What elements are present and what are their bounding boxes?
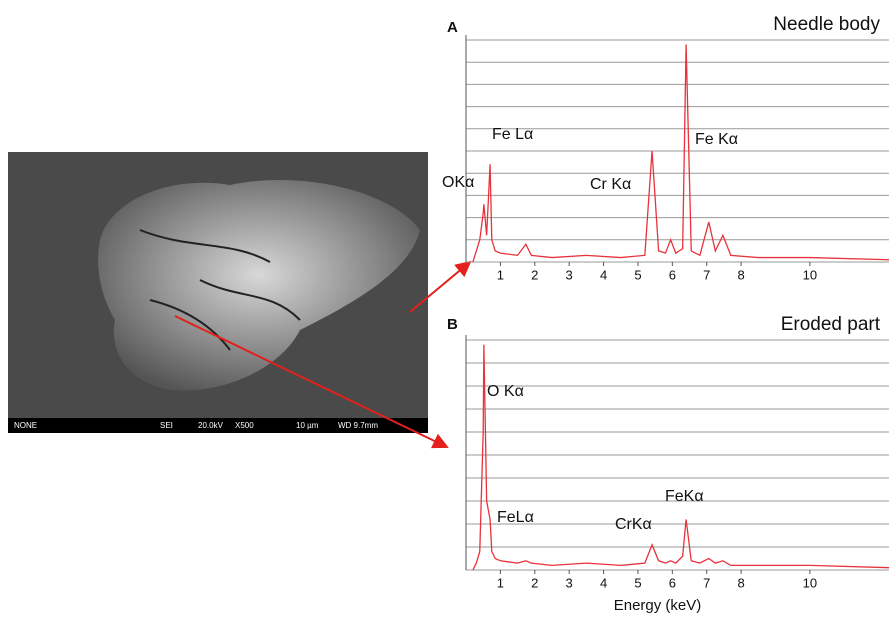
arrow <box>409 260 472 313</box>
sem-label: WD 9.7mm <box>338 421 378 430</box>
chart-title: Eroded part <box>781 314 881 335</box>
x-tick-label: 6 <box>669 575 676 590</box>
sem-label: NONE <box>14 421 37 430</box>
panel-letter: B <box>447 316 458 333</box>
panel-letter: A <box>447 19 458 36</box>
spectrum <box>472 44 890 263</box>
x-tick-label: 7 <box>703 267 710 282</box>
x-axis-label: Energy (keV) <box>614 597 702 614</box>
x-tick-label: 10 <box>803 575 817 590</box>
spectrum <box>472 344 890 571</box>
sem-label: 20.0kV <box>198 421 224 430</box>
sem-label: X500 <box>235 421 254 430</box>
x-tick-label: 4 <box>600 575 607 590</box>
peak-label: OKα <box>442 174 474 191</box>
x-tick-label: 1 <box>497 267 504 282</box>
peak-label: Fe Kα <box>695 131 738 148</box>
x-tick-label: 10 <box>803 267 817 282</box>
x-tick-label: 3 <box>566 575 573 590</box>
peak-label: Fe Lα <box>492 126 533 143</box>
x-tick-label: 3 <box>566 267 573 282</box>
peak-label: CrKα <box>615 516 652 533</box>
arrow <box>174 315 449 449</box>
peak-label: FeKα <box>665 488 704 505</box>
x-tick-label: 5 <box>634 267 641 282</box>
x-tick-label: 8 <box>738 575 745 590</box>
x-tick-label: 8 <box>738 267 745 282</box>
peak-label: FeLα <box>497 509 534 526</box>
x-tick-label: 2 <box>531 267 538 282</box>
x-tick-label: 7 <box>703 575 710 590</box>
x-tick-label: 2 <box>531 575 538 590</box>
peak-label: O Kα <box>487 383 524 400</box>
x-tick-label: 4 <box>600 267 607 282</box>
peak-label: Cr Kα <box>590 176 631 193</box>
x-tick-label: 6 <box>669 267 676 282</box>
sem-label: SEI <box>160 421 173 430</box>
chart-title: Needle body <box>773 14 880 35</box>
x-tick-label: 5 <box>634 575 641 590</box>
sem-image: NONE SEI 20.0kV X500 10 µm WD 9.7mm <box>8 152 428 433</box>
x-tick-label: 1 <box>497 575 504 590</box>
sem-label: 10 µm <box>296 421 319 430</box>
